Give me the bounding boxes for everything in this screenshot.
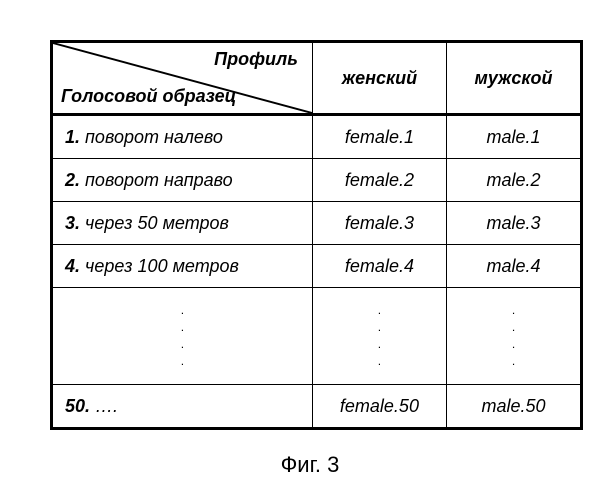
header-profile-label: Профиль xyxy=(214,49,298,70)
header-row: Профиль Голосовой образец женский мужско… xyxy=(52,42,582,115)
table-row: 2. поворот направо female.2 male.2 xyxy=(52,159,582,202)
header-male: мужской xyxy=(446,42,581,115)
figure-caption: Фиг. 3 xyxy=(50,452,570,478)
row-number: 4. xyxy=(65,256,80,276)
sample-text: поворот направо xyxy=(85,170,233,190)
voice-sample-table: Профиль Голосовой образец женский мужско… xyxy=(50,40,583,478)
female-cell: female.2 xyxy=(312,159,446,202)
female-cell: female.3 xyxy=(312,202,446,245)
male-cell: male.1 xyxy=(446,115,581,159)
dots-cell: .... xyxy=(52,288,313,385)
table-row: 3. через 50 метров female.3 male.3 xyxy=(52,202,582,245)
header-sample-label: Голосовой образец xyxy=(61,86,236,107)
row-number: 2. xyxy=(65,170,80,190)
ellipsis-row: .... .... .... xyxy=(52,288,582,385)
row-number: 1. xyxy=(65,127,80,147)
table-body: 1. поворот налево female.1 male.1 2. пов… xyxy=(52,115,582,429)
header-female: женский xyxy=(312,42,446,115)
sample-text: через 100 метров xyxy=(85,256,239,276)
male-cell: male.4 xyxy=(446,245,581,288)
female-cell: female.4 xyxy=(312,245,446,288)
table: Профиль Голосовой образец женский мужско… xyxy=(50,40,583,430)
table-row: 50. …. female.50 male.50 xyxy=(52,385,582,429)
male-cell: male.50 xyxy=(446,385,581,429)
sample-text: …. xyxy=(95,396,118,416)
sample-cell: 1. поворот налево xyxy=(52,115,313,159)
male-cell: male.3 xyxy=(446,202,581,245)
female-cell: female.50 xyxy=(312,385,446,429)
sample-cell: 3. через 50 метров xyxy=(52,202,313,245)
table-row: 1. поворот налево female.1 male.1 xyxy=(52,115,582,159)
header-split-cell: Профиль Голосовой образец xyxy=(52,42,313,115)
sample-cell: 4. через 100 метров xyxy=(52,245,313,288)
male-cell: male.2 xyxy=(446,159,581,202)
sample-cell: 2. поворот направо xyxy=(52,159,313,202)
female-cell: female.1 xyxy=(312,115,446,159)
row-number: 3. xyxy=(65,213,80,233)
row-number: 50. xyxy=(65,396,90,416)
sample-cell: 50. …. xyxy=(52,385,313,429)
dots-cell: .... xyxy=(312,288,446,385)
dots-cell: .... xyxy=(446,288,581,385)
sample-text: через 50 метров xyxy=(85,213,229,233)
table-row: 4. через 100 метров female.4 male.4 xyxy=(52,245,582,288)
sample-text: поворот налево xyxy=(85,127,223,147)
